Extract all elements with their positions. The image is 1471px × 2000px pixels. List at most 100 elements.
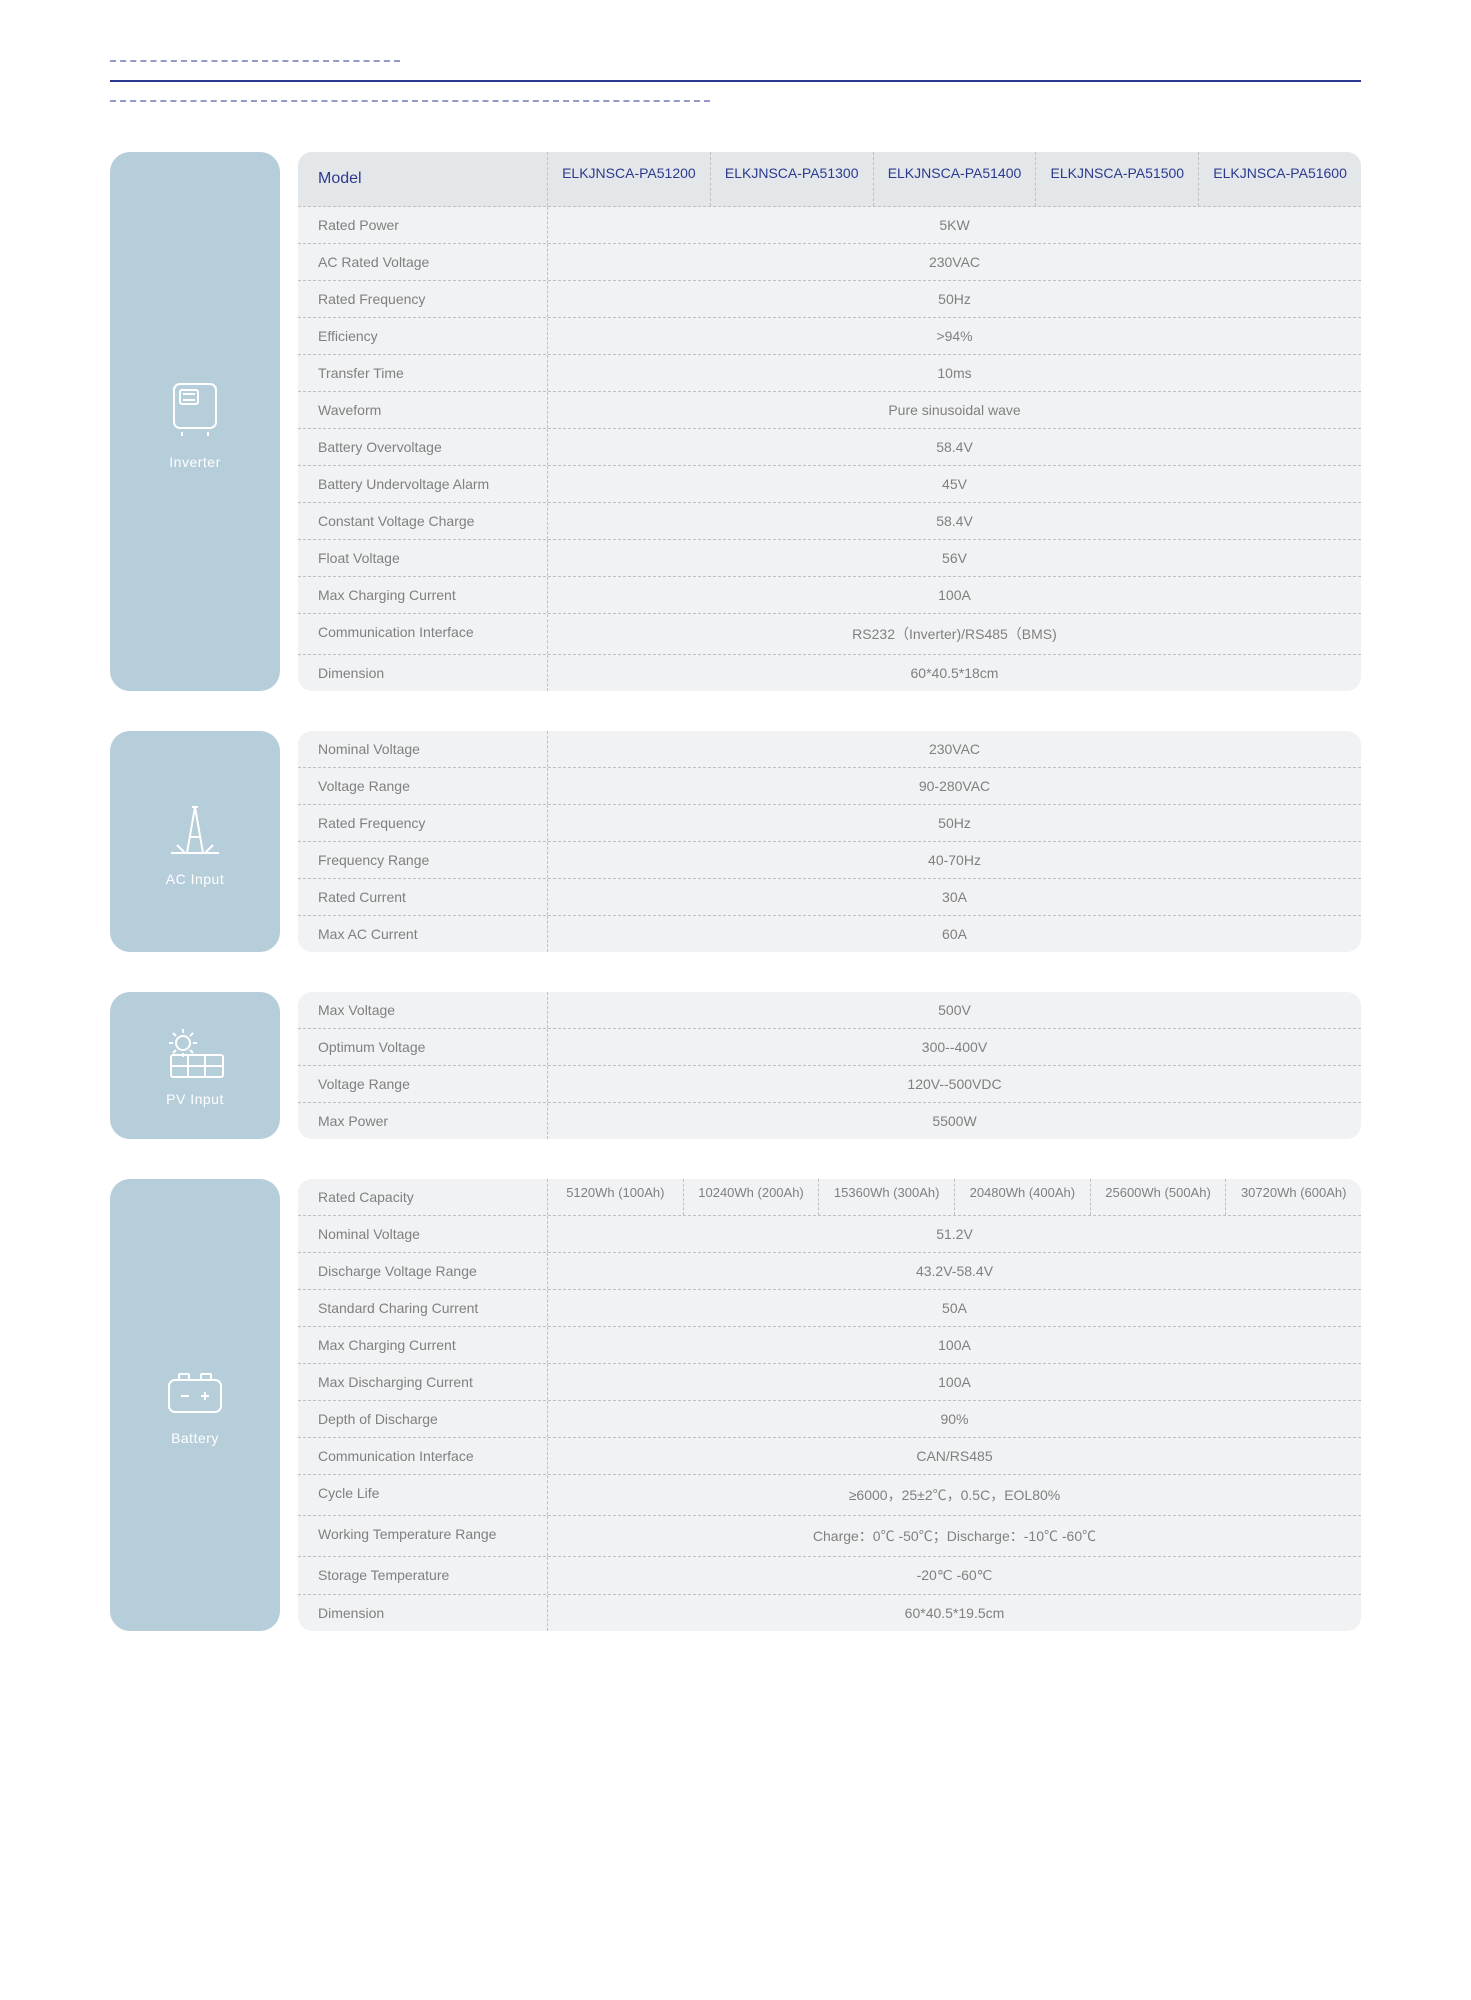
row-value: 5500W bbox=[548, 1103, 1361, 1139]
row-value: 230VAC bbox=[548, 731, 1361, 767]
row-value: >94% bbox=[548, 318, 1361, 354]
table-row: Max Power 5500W bbox=[298, 1103, 1361, 1139]
table-row: Nominal Voltage 230VAC bbox=[298, 731, 1361, 768]
spec-section: Battery Rated Capacity5120Wh (100Ah)10240… bbox=[110, 1179, 1361, 1631]
section-title: PV Input bbox=[166, 1091, 224, 1107]
row-value: -20℃ -60℃ bbox=[548, 1557, 1361, 1594]
section-title: Battery bbox=[171, 1430, 219, 1446]
inverter-icon bbox=[160, 374, 230, 444]
row-value: 90-280VAC bbox=[548, 768, 1361, 804]
spec-section: PV Input Max Voltage 500VOptimum Voltage … bbox=[110, 992, 1361, 1139]
row-value: 5KW bbox=[548, 207, 1361, 243]
row-value: 30720Wh (600Ah) bbox=[1226, 1179, 1361, 1215]
row-value: 100A bbox=[548, 1327, 1361, 1363]
ac-input-icon bbox=[163, 797, 227, 861]
row-value: 40-70Hz bbox=[548, 842, 1361, 878]
row-value: Pure sinusoidal wave bbox=[548, 392, 1361, 428]
table-row: Rated Capacity5120Wh (100Ah)10240Wh (200… bbox=[298, 1179, 1361, 1216]
table-row: Rated Frequency 50Hz bbox=[298, 281, 1361, 318]
row-label: Voltage Range bbox=[298, 1066, 548, 1102]
spec-table: Rated Capacity5120Wh (100Ah)10240Wh (200… bbox=[298, 1179, 1361, 1631]
row-value: ≥6000，25±2℃，0.5C，EOL80% bbox=[548, 1475, 1361, 1515]
row-value: 100A bbox=[548, 1364, 1361, 1400]
row-label: Battery Overvoltage bbox=[298, 429, 548, 465]
row-label: Rated Capacity bbox=[298, 1179, 548, 1215]
row-label: Nominal Voltage bbox=[298, 731, 548, 767]
row-label: Max Voltage bbox=[298, 992, 548, 1028]
row-label: Communication Interface bbox=[298, 1438, 548, 1474]
table-row: Voltage Range 120V--500VDC bbox=[298, 1066, 1361, 1103]
table-row: Storage Temperature -20℃ -60℃ bbox=[298, 1557, 1361, 1595]
section-side-card: Inverter bbox=[110, 152, 280, 691]
table-row: Transfer Time 10ms bbox=[298, 355, 1361, 392]
table-row: Efficiency >94% bbox=[298, 318, 1361, 355]
row-label: Voltage Range bbox=[298, 768, 548, 804]
row-value: 58.4V bbox=[548, 503, 1361, 539]
spec-section: AC InputNominal Voltage 230VACVoltage Ra… bbox=[110, 731, 1361, 952]
row-value: 60*40.5*19.5cm bbox=[548, 1595, 1361, 1631]
row-label: Optimum Voltage bbox=[298, 1029, 548, 1065]
row-value: 500V bbox=[548, 992, 1361, 1028]
table-row: Frequency Range 40-70Hz bbox=[298, 842, 1361, 879]
table-row: Dimension 60*40.5*18cm bbox=[298, 655, 1361, 691]
row-value: RS232（Inverter)/RS485（BMS) bbox=[548, 614, 1361, 654]
row-value: 56V bbox=[548, 540, 1361, 576]
row-label: Max Discharging Current bbox=[298, 1364, 548, 1400]
table-row: Max Charging Current 100A bbox=[298, 577, 1361, 614]
table-row: Rated Current 30A bbox=[298, 879, 1361, 916]
row-value: 43.2V-58.4V bbox=[548, 1253, 1361, 1289]
row-label: Discharge Voltage Range bbox=[298, 1253, 548, 1289]
table-row: Battery Undervoltage Alarm 45V bbox=[298, 466, 1361, 503]
header-label: Model bbox=[298, 152, 548, 206]
row-label: Rated Power bbox=[298, 207, 548, 243]
table-row: Communication Interface CAN/RS485 bbox=[298, 1438, 1361, 1475]
row-label: Rated Frequency bbox=[298, 805, 548, 841]
spec-table: Nominal Voltage 230VACVoltage Range 90-2… bbox=[298, 731, 1361, 952]
row-label: Float Voltage bbox=[298, 540, 548, 576]
row-value: 15360Wh (300Ah) bbox=[819, 1179, 955, 1215]
spec-table: ModelELKJNSCA-PA51200ELKJNSCA-PA51300 ELK… bbox=[298, 152, 1361, 691]
table-row: Waveform Pure sinusoidal wave bbox=[298, 392, 1361, 429]
row-value: Charge：0℃ -50℃；Discharge：-10℃ -60℃ bbox=[548, 1516, 1361, 1556]
row-value: 50A bbox=[548, 1290, 1361, 1326]
row-label: Rated Current bbox=[298, 879, 548, 915]
row-label: Efficiency bbox=[298, 318, 548, 354]
row-value: 10ms bbox=[548, 355, 1361, 391]
model-header: ELKJNSCA-PA51500 bbox=[1036, 152, 1199, 206]
table-row: Constant Voltage Charge 58.4V bbox=[298, 503, 1361, 540]
table-row: Working Temperature Range Charge：0℃ -50℃… bbox=[298, 1516, 1361, 1557]
spec-table: Max Voltage 500VOptimum Voltage 300--400… bbox=[298, 992, 1361, 1139]
row-value: 300--400V bbox=[548, 1029, 1361, 1065]
row-label: Storage Temperature bbox=[298, 1557, 548, 1594]
model-header: ELKJNSCA-PA51200 bbox=[548, 152, 711, 206]
row-value: 10240Wh (200Ah) bbox=[684, 1179, 820, 1215]
row-label: Frequency Range bbox=[298, 842, 548, 878]
row-value: 51.2V bbox=[548, 1216, 1361, 1252]
section-side-card: Battery bbox=[110, 1179, 280, 1631]
table-row: AC Rated Voltage 230VAC bbox=[298, 244, 1361, 281]
table-row: Max Discharging Current 100A bbox=[298, 1364, 1361, 1401]
row-label: AC Rated Voltage bbox=[298, 244, 548, 280]
table-row: Float Voltage 56V bbox=[298, 540, 1361, 577]
row-label: Max Power bbox=[298, 1103, 548, 1139]
battery-icon bbox=[159, 1364, 231, 1420]
row-label: Depth of Discharge bbox=[298, 1401, 548, 1437]
row-value: 20480Wh (400Ah) bbox=[955, 1179, 1091, 1215]
row-value: 230VAC bbox=[548, 244, 1361, 280]
section-side-card: AC Input bbox=[110, 731, 280, 952]
table-row: Rated Power 5KW bbox=[298, 207, 1361, 244]
decor-solid-line bbox=[110, 80, 1361, 82]
table-row: Rated Frequency 50Hz bbox=[298, 805, 1361, 842]
decor-dash-top bbox=[110, 60, 400, 62]
pv-input-icon bbox=[159, 1025, 231, 1081]
table-row: Nominal Voltage 51.2V bbox=[298, 1216, 1361, 1253]
table-row: Dimension 60*40.5*19.5cm bbox=[298, 1595, 1361, 1631]
table-row: Standard Charing Current 50A bbox=[298, 1290, 1361, 1327]
row-label: Constant Voltage Charge bbox=[298, 503, 548, 539]
row-value: 60A bbox=[548, 916, 1361, 952]
row-value: 5120Wh (100Ah) bbox=[548, 1179, 684, 1215]
model-header: ELKJNSCA-PA51300 bbox=[711, 152, 874, 206]
row-value: 58.4V bbox=[548, 429, 1361, 465]
row-label: Transfer Time bbox=[298, 355, 548, 391]
row-label: Cycle Life bbox=[298, 1475, 548, 1515]
